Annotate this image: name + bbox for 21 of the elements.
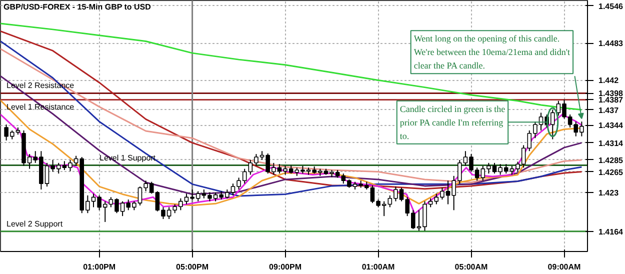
y-tick-label: 1.442 <box>598 76 620 86</box>
y-tick-label: 1.423 <box>598 188 620 198</box>
y-tick-label: 1.4387 <box>598 96 624 105</box>
x-tick-label: 01:00AM <box>362 262 396 272</box>
x-tick-label: 05:00AM <box>454 262 488 272</box>
x-tick-label: 09:00PM <box>269 262 302 272</box>
chart-title: GBP/USD-FOREX - 15-Min GBP to USD <box>4 2 152 12</box>
y-tick-label: 1.4344 <box>598 121 624 130</box>
y-tick-label: 1.4546 <box>598 2 624 11</box>
annotation: Candle circled in green is the prior PA candle I'm referring to. <box>400 104 506 141</box>
x-tick-label: 09:00AM <box>548 262 582 272</box>
y-tick-label: 1.4483 <box>598 39 624 48</box>
y-tick-label: 1.437 <box>598 106 620 115</box>
x-tick-label: 05:00PM <box>176 262 209 272</box>
annotation: Went long on the opening of this candle. We're between the 10ema/21ema and didn't clear the PA candle. <box>414 34 571 71</box>
x-tick-label: 01:00PM <box>83 262 116 272</box>
y-tick-label: 1.4285 <box>598 156 624 165</box>
y-tick-label: 1.4265 <box>598 168 624 177</box>
y-tick-label: 1.4314 <box>598 138 624 148</box>
ref-line-label: Level 2 Support <box>6 219 64 228</box>
y-tick-label: 1.4164 <box>598 227 624 236</box>
